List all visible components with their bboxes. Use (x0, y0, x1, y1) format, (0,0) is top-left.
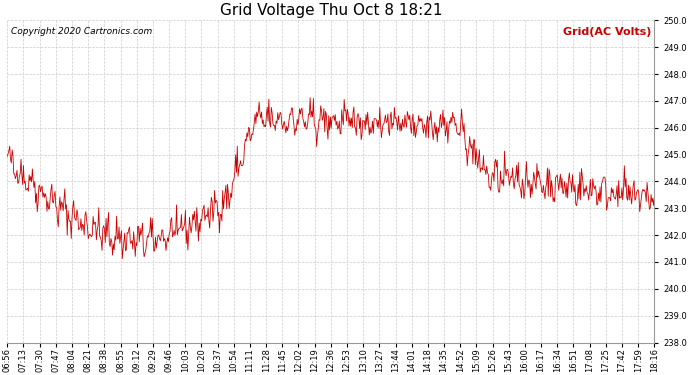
Text: Copyright 2020 Cartronics.com: Copyright 2020 Cartronics.com (10, 27, 152, 36)
Title: Grid Voltage Thu Oct 8 18:21: Grid Voltage Thu Oct 8 18:21 (219, 3, 442, 18)
Text: Grid(AC Volts): Grid(AC Volts) (563, 27, 651, 37)
